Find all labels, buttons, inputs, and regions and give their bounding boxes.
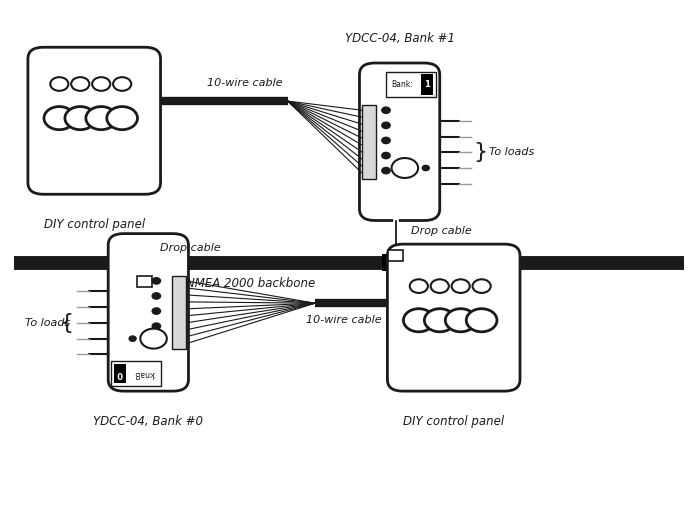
Circle shape — [50, 77, 68, 91]
Text: 1: 1 — [424, 80, 430, 89]
Text: Drop cable: Drop cable — [160, 243, 221, 253]
FancyBboxPatch shape — [28, 47, 161, 194]
Bar — [388, 250, 403, 261]
Text: NMEA 2000 backbone: NMEA 2000 backbone — [186, 277, 315, 290]
Text: }: } — [473, 142, 487, 162]
Circle shape — [473, 279, 491, 293]
Bar — [172, 276, 186, 349]
Circle shape — [392, 158, 418, 178]
Text: To loads: To loads — [24, 318, 70, 328]
Text: DIY control panel: DIY control panel — [44, 218, 144, 231]
Circle shape — [152, 308, 161, 314]
Circle shape — [431, 279, 449, 293]
Bar — [137, 276, 152, 287]
Text: {: { — [59, 313, 73, 333]
Text: 10-wire cable: 10-wire cable — [306, 315, 382, 325]
Bar — [111, 361, 161, 386]
Circle shape — [382, 122, 390, 129]
FancyBboxPatch shape — [359, 63, 440, 220]
Text: To loads: To loads — [489, 147, 534, 157]
Circle shape — [424, 309, 455, 332]
Bar — [421, 74, 433, 95]
Circle shape — [152, 293, 161, 299]
Circle shape — [382, 107, 390, 113]
Bar — [386, 72, 436, 97]
Circle shape — [152, 278, 161, 284]
Circle shape — [152, 338, 161, 344]
Text: YDCC-04, Bank #1: YDCC-04, Bank #1 — [345, 32, 454, 45]
Text: Drop cable: Drop cable — [411, 226, 472, 236]
Circle shape — [403, 309, 434, 332]
Circle shape — [466, 309, 497, 332]
Circle shape — [86, 107, 117, 130]
Circle shape — [382, 167, 390, 174]
Circle shape — [129, 336, 136, 341]
Text: 10-wire cable: 10-wire cable — [207, 78, 283, 88]
Circle shape — [44, 107, 75, 130]
Circle shape — [422, 165, 429, 171]
Circle shape — [107, 107, 138, 130]
Circle shape — [65, 107, 96, 130]
Circle shape — [410, 279, 428, 293]
Text: 0: 0 — [117, 369, 123, 378]
Circle shape — [382, 152, 390, 159]
Bar — [382, 254, 410, 271]
Circle shape — [92, 77, 110, 91]
Bar — [362, 105, 376, 178]
Text: Bank:: Bank: — [392, 80, 413, 89]
FancyBboxPatch shape — [108, 234, 188, 391]
Circle shape — [452, 279, 470, 293]
Circle shape — [113, 77, 131, 91]
Bar — [114, 364, 126, 383]
Circle shape — [140, 329, 167, 349]
Circle shape — [382, 138, 390, 144]
FancyBboxPatch shape — [387, 244, 520, 391]
Circle shape — [152, 323, 161, 329]
Circle shape — [71, 77, 89, 91]
Circle shape — [445, 309, 476, 332]
Bar — [131, 254, 158, 271]
Text: YDCC-04, Bank #0: YDCC-04, Bank #0 — [94, 415, 203, 428]
Text: :knaB: :knaB — [133, 369, 156, 378]
Text: DIY control panel: DIY control panel — [403, 415, 504, 428]
